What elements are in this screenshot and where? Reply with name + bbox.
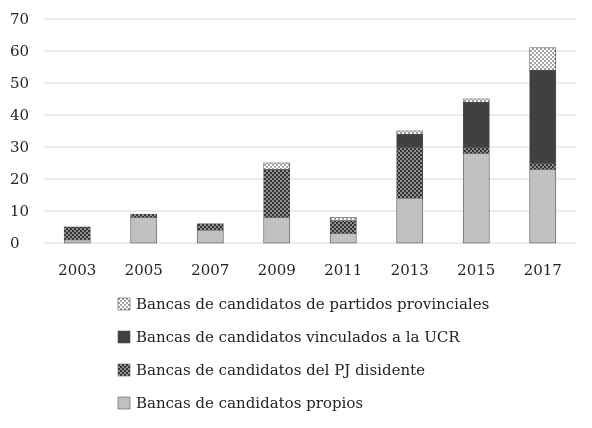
bar-segment-2013-series-4 — [397, 131, 423, 134]
x-tick-label: 2009 — [258, 261, 296, 279]
bar-segment-2007-series-1 — [197, 230, 223, 243]
bar-segment-2015-series-1 — [463, 153, 489, 243]
x-tick-label: 2015 — [457, 261, 495, 279]
x-tick-label: 2005 — [125, 261, 163, 279]
y-tick-label: 10 — [10, 202, 29, 220]
y-tick-label: 30 — [10, 138, 29, 156]
x-tick-label: 2003 — [58, 261, 96, 279]
legend-swatch — [118, 397, 130, 409]
bar-segment-2007-series-2 — [197, 224, 223, 230]
y-tick-label: 0 — [10, 234, 20, 252]
bar-segment-2005-series-2 — [131, 214, 157, 217]
bar-segment-2003-series-2 — [64, 227, 90, 240]
bar-segment-2009-series-4 — [264, 163, 290, 169]
bar-segment-2013-series-3 — [397, 134, 423, 147]
legend: Bancas de candidatos de partidos provinc… — [118, 295, 489, 412]
bar-segment-2015-series-2 — [463, 147, 489, 153]
bar-segment-2011-series-4 — [330, 217, 356, 220]
bar-segment-2009-series-2 — [264, 169, 290, 217]
bar-segment-2017-series-2 — [530, 163, 556, 169]
bar-segment-2011-series-1 — [330, 233, 356, 243]
bar-segment-2005-series-1 — [131, 217, 157, 243]
bars — [64, 48, 556, 243]
x-tick-label: 2013 — [391, 261, 429, 279]
bar-segment-2017-series-3 — [530, 70, 556, 163]
bar-segment-2009-series-1 — [264, 217, 290, 243]
y-tick-label: 20 — [10, 170, 29, 188]
x-tick-label: 2017 — [524, 261, 562, 279]
y-tick-label: 40 — [10, 106, 29, 124]
bar-segment-2017-series-1 — [530, 169, 556, 243]
legend-swatch — [118, 331, 130, 343]
bar-segment-2013-series-1 — [397, 198, 423, 243]
bar-segment-2015-series-4 — [463, 99, 489, 102]
legend-swatch — [118, 364, 130, 376]
bar-segment-2017-series-4 — [530, 48, 556, 70]
bar-segment-2003-series-1 — [64, 240, 90, 243]
legend-label: Bancas de candidatos vinculados a la UCR — [136, 328, 460, 346]
y-tick-label: 60 — [10, 42, 29, 60]
y-axis-ticks: 0 10 20 30 40 50 60 70 — [10, 10, 29, 252]
x-tick-label: 2007 — [191, 261, 229, 279]
bar-segment-2015-series-3 — [463, 102, 489, 147]
gridlines — [44, 19, 576, 243]
x-axis-ticks: 2003 2005 2007 2009 2011 2013 2015 2017 — [58, 261, 562, 279]
x-tick-label: 2011 — [324, 261, 362, 279]
legend-label: Bancas de candidatos del PJ disidente — [136, 361, 425, 379]
bar-segment-2013-series-2 — [397, 147, 423, 198]
bar-segment-2011-series-2 — [330, 221, 356, 234]
y-tick-label: 70 — [10, 10, 29, 28]
legend-swatch — [118, 298, 130, 310]
legend-label: Bancas de candidatos de partidos provinc… — [136, 295, 489, 313]
legend-label: Bancas de candidatos propios — [136, 394, 363, 412]
y-tick-label: 50 — [10, 74, 29, 92]
